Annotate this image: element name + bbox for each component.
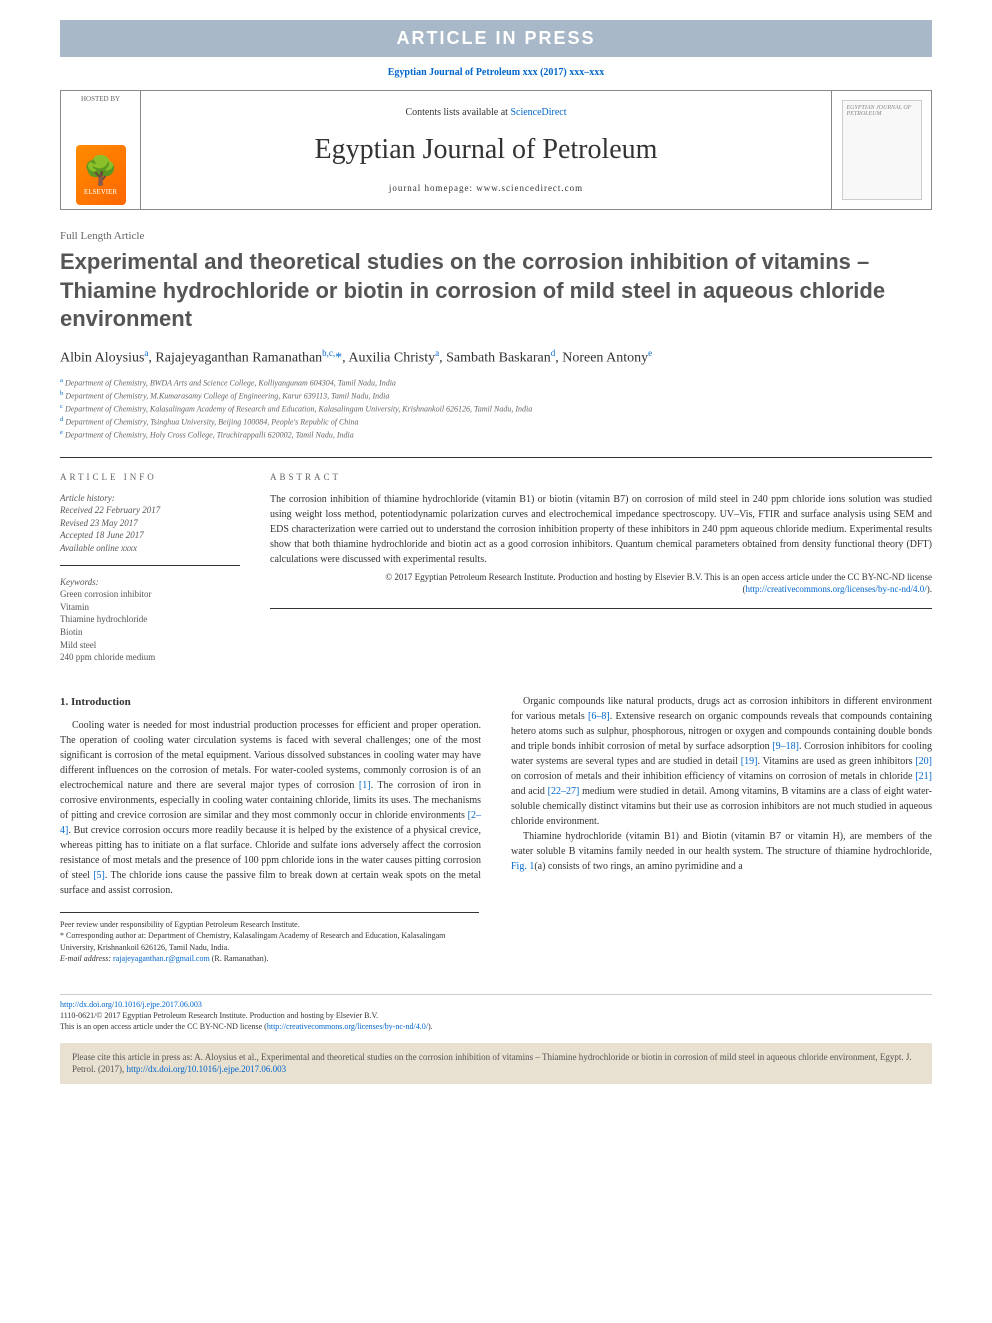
ref-link[interactable]: [5] <box>93 870 105 881</box>
ref-link[interactable]: [21] <box>915 771 932 782</box>
keyword: Vitamin <box>60 601 240 614</box>
history-line: Revised 23 May 2017 <box>60 517 240 530</box>
elsevier-text: ELSEVIER <box>84 188 117 196</box>
citation-line: Egyptian Journal of Petroleum xxx (2017)… <box>0 67 992 78</box>
journal-name: Egyptian Journal of Petroleum <box>149 134 823 166</box>
keywords-block: Keywords: Green corrosion inhibitorVitam… <box>60 576 240 664</box>
body-paragraph: Thiamine hydrochloride (vitamin B1) and … <box>511 829 932 874</box>
homepage-url[interactable]: www.sciencedirect.com <box>476 183 583 193</box>
affiliations: a Department of Chemistry, BWDA Arts and… <box>60 376 932 440</box>
affiliation-line: c Department of Chemistry, Kalasalingam … <box>60 402 932 415</box>
affiliation-line: e Department of Chemistry, Holy Cross Co… <box>60 428 932 441</box>
doi-link[interactable]: http://dx.doi.org/10.1016/j.ejpe.2017.06… <box>60 1000 202 1009</box>
authors-list: Albin Aloysiusa, Rajajeyaganthan Ramanat… <box>60 348 932 367</box>
history-line: Received 22 February 2017 <box>60 504 240 517</box>
article-info-column: article info Article history: Received 2… <box>60 472 240 664</box>
ref-link[interactable]: [19] <box>741 756 758 767</box>
body-paragraph: Organic compounds like natural products,… <box>511 694 932 829</box>
license-link[interactable]: http://creativecommons.org/licenses/by-n… <box>267 1022 428 1031</box>
article-info-label: article info <box>60 472 240 482</box>
journal-cover-thumbnail: EGYPTIAN JOURNAL OF PETROLEUM <box>842 100 922 200</box>
doi-block: http://dx.doi.org/10.1016/j.ejpe.2017.06… <box>60 994 932 1033</box>
peer-review-note: Peer review under responsibility of Egyp… <box>60 919 479 930</box>
cite-this-article-box: Please cite this article in press as: A.… <box>60 1043 932 1084</box>
footnotes: Peer review under responsibility of Egyp… <box>60 912 479 964</box>
ref-link[interactable]: [1] <box>359 780 371 791</box>
sciencedirect-link[interactable]: ScienceDirect <box>510 107 566 118</box>
affiliation-line: d Department of Chemistry, Tsinghua Univ… <box>60 415 932 428</box>
ref-link[interactable]: [6–8] <box>588 711 610 722</box>
email-line: E-mail address: rajajeyaganthan.r@gmail.… <box>60 953 479 964</box>
section-heading-intro: 1. Introduction <box>60 694 481 711</box>
homepage-line: journal homepage: www.sciencedirect.com <box>149 183 823 193</box>
keyword: Biotin <box>60 626 240 639</box>
abstract-column: abstract The corrosion inhibition of thi… <box>270 472 932 664</box>
contents-line: Contents lists available at ScienceDirec… <box>149 107 823 118</box>
keyword: Green corrosion inhibitor <box>60 588 240 601</box>
body-text: 1. Introduction Cooling water is needed … <box>60 694 932 899</box>
ref-link[interactable]: [22–27] <box>548 786 580 797</box>
keyword: Mild steel <box>60 639 240 652</box>
article-history: Article history: Received 22 February 20… <box>60 492 240 566</box>
article-in-press-banner: ARTICLE IN PRESS <box>60 20 932 57</box>
abstract-text: The corrosion inhibition of thiamine hyd… <box>270 492 932 609</box>
figure-link[interactable]: Fig. 1 <box>511 861 534 872</box>
history-line: Available online xxxx <box>60 542 240 555</box>
journal-header: HOSTED BY 🌳 ELSEVIER Contents lists avai… <box>60 90 932 210</box>
ref-link[interactable]: [20] <box>915 756 932 767</box>
email-link[interactable]: rajajeyaganthan.r@gmail.com <box>113 954 210 963</box>
license-link[interactable]: http://creativecommons.org/licenses/by-n… <box>745 584 926 594</box>
elsevier-tree-icon: 🌳 <box>83 154 118 188</box>
keyword: 240 ppm chloride medium <box>60 651 240 664</box>
affiliation-line: a Department of Chemistry, BWDA Arts and… <box>60 376 932 389</box>
affiliation-line: b Department of Chemistry, M.Kumarasamy … <box>60 389 932 402</box>
abstract-label: abstract <box>270 472 932 482</box>
corresponding-author: * Corresponding author at: Department of… <box>60 930 479 952</box>
header-left: HOSTED BY 🌳 ELSEVIER <box>61 91 141 209</box>
ref-link[interactable]: [9–18] <box>772 741 799 752</box>
header-center: Contents lists available at ScienceDirec… <box>141 91 831 209</box>
article-type: Full Length Article <box>60 230 932 242</box>
abstract-copyright: © 2017 Egyptian Petroleum Research Insti… <box>270 571 932 596</box>
header-right: EGYPTIAN JOURNAL OF PETROLEUM <box>831 91 931 209</box>
elsevier-logo: 🌳 ELSEVIER <box>76 145 126 205</box>
history-line: Accepted 18 June 2017 <box>60 529 240 542</box>
keyword: Thiamine hydrochloride <box>60 613 240 626</box>
issn-copyright: 1110-0621/© 2017 Egyptian Petroleum Rese… <box>60 1011 378 1020</box>
article-title: Experimental and theoretical studies on … <box>60 248 932 334</box>
body-paragraph: Cooling water is needed for most industr… <box>60 718 481 898</box>
history-label: Article history: <box>60 492 240 505</box>
hosted-by-label: HOSTED BY <box>81 95 120 103</box>
keywords-label: Keywords: <box>60 576 240 589</box>
citebox-doi-link[interactable]: http://dx.doi.org/10.1016/j.ejpe.2017.06… <box>127 1064 287 1074</box>
